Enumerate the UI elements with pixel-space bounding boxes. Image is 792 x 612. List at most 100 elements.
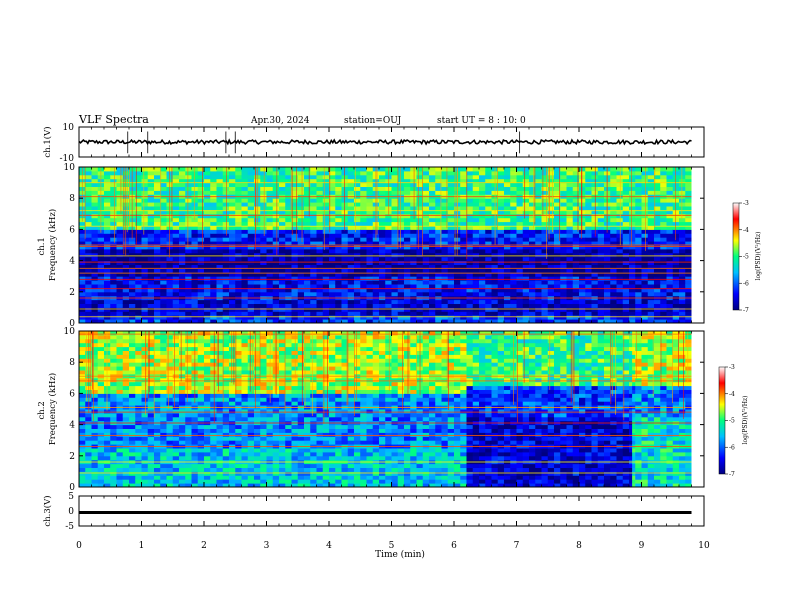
spectrogram-cell <box>79 264 86 269</box>
spectrogram-cell <box>497 233 505 238</box>
spectrogram-cell <box>297 209 305 215</box>
spectrogram-cell <box>110 358 117 363</box>
spectrogram-cell <box>191 319 199 324</box>
spectrogram-cell <box>635 209 642 215</box>
spectrogram-cell <box>154 315 161 320</box>
spectrogram-cell <box>666 190 674 195</box>
spectrogram-cell <box>354 256 361 262</box>
spectrogram-cell <box>104 311 111 316</box>
spectrogram-cell <box>172 307 180 312</box>
spectrogram-cell <box>147 260 155 265</box>
spectrogram-cell <box>241 206 249 211</box>
spectrogram-cell <box>279 284 286 289</box>
spectrogram-cell <box>291 311 299 316</box>
spectrogram-cell <box>91 409 99 414</box>
spectrogram-cell <box>435 167 442 172</box>
spectrogram-cell <box>204 428 211 433</box>
spectrogram-cell <box>316 190 324 195</box>
spectrogram-cell <box>654 291 661 297</box>
spectrogram-cell <box>197 370 205 375</box>
spectrogram-cell <box>622 198 630 203</box>
spectrogram-cell <box>372 264 380 269</box>
spectrogram-cell <box>260 241 267 246</box>
spectrogram-cell <box>422 303 430 308</box>
spectrogram-cell <box>247 186 255 191</box>
spectrogram-cell <box>204 287 211 293</box>
spectrogram-cell <box>322 319 330 324</box>
spectrogram-cell <box>229 256 236 262</box>
spectrogram-cell <box>422 221 430 226</box>
spectrogram-cell <box>347 206 355 211</box>
spectrogram-cell <box>404 190 411 195</box>
spectrogram-cell <box>379 217 386 223</box>
spectrogram-cell <box>79 358 86 363</box>
spectrogram-cell <box>216 276 224 281</box>
spectrogram-cell <box>347 217 355 223</box>
spectrogram-cell <box>585 190 592 195</box>
spectrogram-cell <box>447 186 455 191</box>
spectrogram-cell <box>447 206 455 211</box>
spectrogram-cell <box>85 440 92 445</box>
spectrogram-cell <box>291 291 299 297</box>
spectrogram-cell <box>479 280 486 285</box>
spectrogram-cell <box>572 252 580 258</box>
spectrogram-cell <box>604 256 611 262</box>
spectrogram-cell <box>116 436 124 441</box>
spectrogram-cell <box>635 170 642 176</box>
spectrogram-cell <box>504 182 511 187</box>
spectrogram-cell <box>147 303 155 308</box>
spectrogram-cell <box>85 436 92 441</box>
spectrogram-cell <box>535 186 542 191</box>
spectrogram-cell <box>497 167 505 172</box>
spectrogram-cell <box>229 202 236 207</box>
spectrogram-cell <box>491 268 499 273</box>
spectrogram-cell <box>610 272 617 277</box>
ch1-ytick-bottom: -10 <box>60 154 75 164</box>
spectrogram-cell <box>266 291 274 297</box>
spectrogram-cell <box>91 467 99 472</box>
spectrogram-cell <box>635 198 642 203</box>
spectrogram-cell <box>466 229 474 234</box>
spectrogram-cell <box>547 217 555 223</box>
spectrogram-cell <box>529 311 536 316</box>
spectrogram-cell <box>197 280 205 285</box>
spectrogram-cell <box>379 272 386 277</box>
spectrogram-cell <box>116 331 124 336</box>
spectrogram-cell <box>397 291 405 297</box>
spectrogram-cell <box>454 272 461 277</box>
spectrogram-cell <box>435 276 442 281</box>
spectrogram-cell <box>316 202 324 207</box>
spectrogram-cell <box>654 167 661 172</box>
spectrogram-cell <box>141 170 149 176</box>
spectrogram-cell <box>666 167 674 172</box>
spectrogram-cell <box>629 202 636 207</box>
spectrogram-cell <box>354 178 361 184</box>
spectrogram-cell <box>329 213 336 219</box>
spectrogram-cell <box>616 206 624 211</box>
spectrogram-cell <box>104 272 111 277</box>
spectrogram-cell <box>210 377 217 383</box>
spectrogram-cell <box>635 221 642 226</box>
spectrogram-cell <box>79 416 86 422</box>
spectrogram-cell <box>522 182 530 187</box>
spectrogram-cell <box>191 436 199 441</box>
spectrogram-cell <box>285 182 292 187</box>
spectrogram-cell <box>416 256 424 262</box>
spectrogram-cell <box>591 248 599 254</box>
spectrogram-cell <box>385 237 392 242</box>
spectrogram-cell <box>85 291 92 297</box>
spectrogram-cell <box>591 280 599 285</box>
spectrogram-cell <box>247 299 255 304</box>
spectrogram-cell <box>297 229 305 234</box>
spectrogram-cell <box>429 213 436 219</box>
spectrogram-cell <box>660 174 667 180</box>
spectrogram-cell <box>210 338 217 344</box>
spectrogram-cell <box>310 260 317 265</box>
spectrogram-cell <box>416 241 424 246</box>
spectrogram-cell <box>604 276 611 281</box>
spectrogram-cell <box>379 291 386 297</box>
spectrogram-cell <box>229 280 236 285</box>
spectrogram-cell <box>141 264 149 269</box>
spectrogram-cell <box>597 233 605 238</box>
